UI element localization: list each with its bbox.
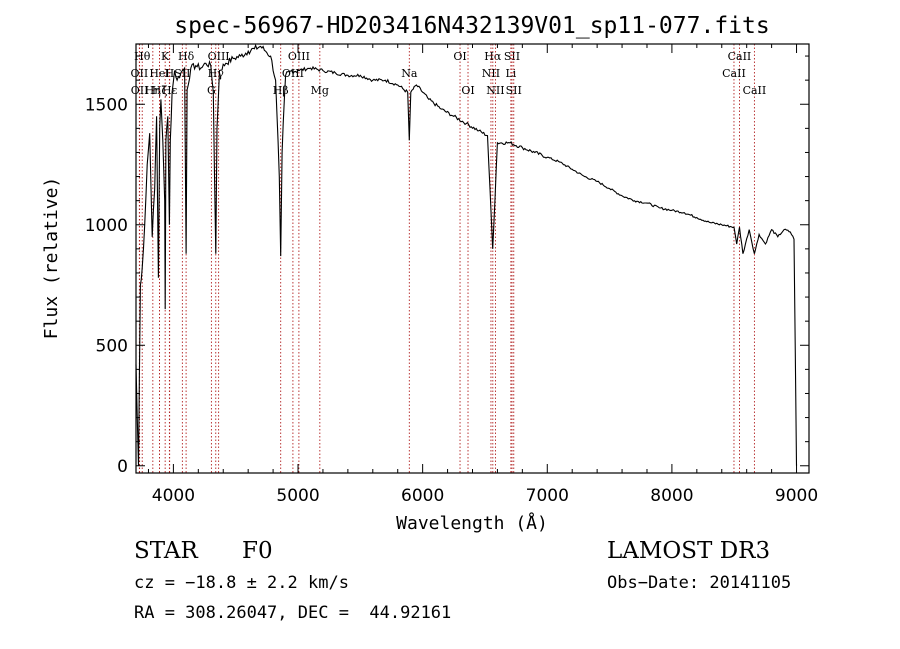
line-label: Li [505,67,516,80]
x-tick-label: 6000 [401,486,444,506]
y-tick-label: 1000 [85,216,128,236]
x-tick-label: 9000 [775,486,818,506]
line-label: Hη [145,84,161,97]
object-subclass: F0 [242,538,273,564]
axis-ticks: 4000 5000 6000 7000 8000 9000 0 500 1000 1500 [85,44,818,506]
line-label: Hθ [134,50,151,63]
line-markers: HθOIIOIIHηHζKHeIHHδSIIHεGOIIIHγHβOIIIOII… [131,44,767,473]
line-label: NII [482,67,500,80]
chart-title: spec-56967-HD203416N432139V01_sp11-077.f… [174,13,769,39]
line-label: Na [401,67,418,80]
line-label: CaII [728,50,752,63]
line-label: Mg [311,84,329,97]
line-label: OIII [288,50,310,63]
line-label: OII [131,84,149,97]
line-label: Hδ [178,50,195,63]
plot-frame [135,43,810,474]
object-class: STAR [134,538,198,564]
x-tick-label: 8000 [650,486,693,506]
ra-dec-coords: RA = 308.26047, DEC = 44.92161 [134,603,452,623]
line-label: NII [486,84,504,97]
obs-date: Obs−Date: 20141105 [607,573,792,593]
spectrum-line [135,43,798,466]
x-tick-label: 4000 [152,486,195,506]
line-label: SII [504,50,520,63]
line-label: CaII [743,84,767,97]
line-label: HeI [149,67,169,80]
y-tick-label: 1500 [85,95,128,115]
x-tick-label: 5000 [276,486,319,506]
line-label: Hε [162,84,178,97]
line-label: CaII [722,67,746,80]
x-axis-label: Wavelength (Å) [396,512,548,534]
x-tick-label: 7000 [526,486,569,506]
line-label: OI [453,50,466,63]
y-axis-label: Flux (relative) [41,177,62,340]
line-label: Hα [484,50,502,63]
line-label: G [207,84,216,97]
line-label: Hβ [273,84,289,97]
y-tick-label: 500 [96,336,128,356]
survey-name: LAMOST DR3 [607,538,771,564]
line-label: OIII [208,50,230,63]
line-label: SII [506,84,522,97]
line-label: OI [461,84,474,97]
redshift-cz: cz = −18.8 ± 2.2 km/s [134,573,349,593]
y-tick-label: 0 [117,457,128,477]
line-label: K [161,50,170,63]
